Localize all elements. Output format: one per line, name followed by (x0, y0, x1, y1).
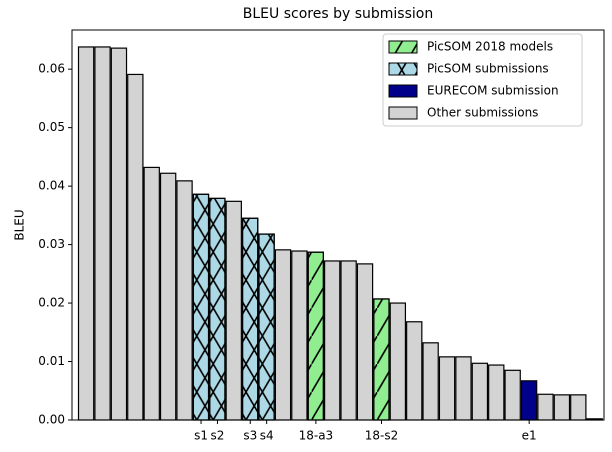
y-tick-label: 0.03 (38, 237, 65, 251)
legend-swatch (388, 84, 418, 98)
bar (241, 217, 259, 421)
x-tick-label: e1 (522, 429, 537, 443)
bar-fill (274, 249, 292, 421)
bar (192, 193, 210, 421)
bar (455, 356, 472, 421)
legend-label: PicSOM 2018 models (427, 40, 553, 54)
bar-fill (94, 46, 111, 421)
bar-fill (356, 263, 374, 421)
bar-fill (422, 342, 439, 421)
legend-label: Other submissions (427, 106, 538, 120)
legend-entry: PicSOM submissions (388, 62, 549, 76)
bar (389, 302, 407, 421)
bar (520, 380, 538, 421)
bar (307, 251, 324, 421)
bar-fill (537, 393, 554, 421)
legend-swatch (388, 106, 418, 120)
bar-fill (291, 250, 308, 421)
bar-hatch (192, 193, 210, 421)
bar (159, 172, 177, 421)
bar-fill (176, 180, 193, 421)
legend-box (382, 33, 583, 127)
y-tick-label: 0.01 (38, 354, 65, 368)
bar (537, 393, 554, 421)
bar (406, 321, 423, 421)
bar-hatch (307, 251, 324, 421)
y-tick-label: 0.05 (38, 120, 65, 134)
y-tick-label: 0.06 (38, 62, 65, 76)
bar (422, 342, 439, 421)
bar-hatch (241, 217, 259, 421)
bar-fill (455, 356, 472, 421)
x-tick-label: s1 (194, 429, 208, 443)
bar (225, 200, 242, 421)
bar-fill (159, 172, 177, 421)
bar (110, 47, 128, 421)
bar-fill (504, 369, 521, 421)
bar (570, 394, 587, 421)
bar (356, 263, 374, 421)
bar (553, 394, 571, 421)
bar (176, 180, 193, 421)
legend-entry: EURECOM submission (388, 84, 559, 98)
bar (209, 197, 226, 421)
bar-hatch (258, 233, 275, 421)
bar-hatch (373, 298, 390, 421)
bar (373, 298, 390, 421)
legend-label: PicSOM submissions (427, 62, 549, 76)
bar-fill (340, 260, 357, 421)
bar (438, 356, 456, 421)
bar (274, 249, 292, 421)
bar-fill (389, 302, 407, 421)
legend-swatch-hatch (388, 40, 418, 54)
legend-swatch-hatch (388, 62, 418, 76)
bar-fill (570, 394, 587, 421)
bar-fill (553, 394, 571, 421)
bar-fill (110, 47, 128, 421)
y-tick-label: 0.04 (38, 179, 65, 193)
bar (291, 250, 308, 421)
bar-fill (488, 364, 505, 421)
bar-fill (143, 166, 160, 421)
bar-fill (127, 73, 144, 421)
y-axis-label: BLEU (13, 209, 27, 240)
bar (143, 166, 160, 421)
bar (94, 46, 111, 421)
bar (340, 260, 357, 421)
bar-fill (520, 380, 538, 421)
bar-fill (406, 321, 423, 421)
x-tick-label: 18-a3 (299, 429, 334, 443)
bar-fill (323, 260, 341, 421)
bar-fill (77, 46, 95, 421)
bar (258, 233, 275, 421)
y-tick-label: 0.00 (38, 413, 65, 427)
legend-entry: PicSOM 2018 models (388, 40, 553, 54)
bar (471, 362, 489, 421)
bar-fill (438, 356, 456, 421)
bar (77, 46, 95, 421)
bar (504, 369, 521, 421)
x-tick-label: s4 (260, 429, 274, 443)
legend-label: EURECOM submission (427, 84, 559, 98)
x-tick-label: s2 (211, 429, 225, 443)
bar (323, 260, 341, 421)
bar-fill (471, 362, 489, 421)
bar-hatch (209, 197, 226, 421)
y-tick-label: 0.02 (38, 296, 65, 310)
legend-entry: Other submissions (388, 106, 538, 120)
x-tick-label: s3 (243, 429, 257, 443)
plot-frame (71, 29, 605, 421)
chart-title: BLEU scores by submission (243, 6, 433, 22)
bar (127, 73, 144, 421)
bar-fill (225, 200, 242, 421)
bar (488, 364, 505, 421)
x-tick-label: 18-s2 (365, 429, 399, 443)
